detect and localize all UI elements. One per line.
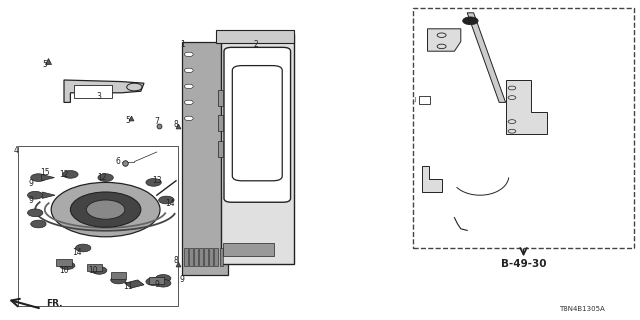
Circle shape	[70, 192, 141, 227]
Bar	[218, 141, 223, 157]
Circle shape	[28, 191, 43, 199]
Text: B-49-30: B-49-30	[500, 259, 547, 269]
Polygon shape	[419, 96, 430, 104]
Text: 14: 14	[164, 199, 175, 208]
Polygon shape	[216, 30, 294, 43]
Bar	[87, 264, 102, 271]
Bar	[18, 146, 178, 306]
Text: 6: 6	[116, 157, 121, 166]
Circle shape	[86, 200, 125, 219]
Bar	[209, 248, 213, 266]
Text: 14: 14	[72, 248, 82, 257]
Circle shape	[60, 262, 75, 269]
Bar	[413, 8, 634, 248]
Polygon shape	[422, 166, 442, 192]
Polygon shape	[64, 80, 144, 102]
FancyBboxPatch shape	[232, 66, 282, 181]
Bar	[204, 248, 208, 266]
Bar	[218, 115, 223, 131]
Circle shape	[51, 182, 160, 237]
Bar	[194, 248, 198, 266]
Polygon shape	[428, 29, 461, 51]
Text: 15: 15	[40, 168, 50, 177]
Circle shape	[146, 278, 161, 285]
FancyBboxPatch shape	[224, 47, 291, 202]
Circle shape	[156, 275, 171, 282]
Text: 9: 9	[180, 276, 185, 284]
Bar	[214, 248, 218, 266]
Bar	[184, 248, 188, 266]
Bar	[223, 243, 274, 256]
Text: 9: 9	[28, 196, 33, 204]
Circle shape	[184, 100, 193, 105]
Text: FR.: FR.	[46, 299, 63, 308]
Circle shape	[156, 279, 171, 287]
Circle shape	[146, 179, 161, 186]
Text: 5: 5	[125, 116, 131, 124]
Bar	[74, 85, 112, 98]
Text: 5: 5	[42, 60, 47, 68]
Text: 9: 9	[154, 280, 159, 289]
Circle shape	[63, 171, 78, 178]
Circle shape	[184, 116, 193, 121]
Circle shape	[31, 220, 46, 228]
Circle shape	[159, 196, 174, 204]
Circle shape	[111, 276, 126, 284]
Text: 7: 7	[154, 117, 159, 126]
Text: 8: 8	[173, 120, 179, 129]
Text: J: J	[415, 97, 417, 102]
Circle shape	[184, 68, 193, 73]
Circle shape	[184, 84, 193, 89]
Polygon shape	[506, 80, 547, 134]
Bar	[182, 42, 228, 275]
Text: 11: 11	[124, 282, 132, 291]
Text: 4: 4	[13, 146, 19, 155]
Text: 12: 12	[60, 170, 68, 179]
Text: 10: 10	[88, 266, 98, 275]
Text: 1: 1	[180, 40, 185, 49]
Polygon shape	[42, 174, 54, 181]
Bar	[56, 259, 72, 266]
Circle shape	[92, 267, 107, 274]
Polygon shape	[125, 280, 144, 288]
Text: 2: 2	[253, 40, 259, 49]
Bar	[111, 272, 126, 279]
Text: 13: 13	[152, 176, 162, 185]
Polygon shape	[42, 192, 55, 198]
Text: 3: 3	[97, 92, 102, 100]
Text: 12: 12	[98, 173, 107, 182]
Text: 8: 8	[173, 256, 179, 265]
Circle shape	[98, 174, 113, 181]
Circle shape	[28, 209, 43, 217]
Circle shape	[184, 52, 193, 57]
Bar	[220, 248, 223, 266]
Bar	[189, 248, 193, 266]
Text: 10: 10	[59, 266, 69, 275]
Text: 9: 9	[28, 180, 33, 188]
Bar	[149, 277, 164, 284]
Text: T8N4B1305A: T8N4B1305A	[559, 306, 605, 312]
Circle shape	[76, 244, 91, 252]
Circle shape	[463, 17, 478, 25]
Bar	[221, 34, 294, 264]
Bar	[199, 248, 203, 266]
Bar	[218, 90, 223, 106]
Circle shape	[31, 174, 46, 181]
Polygon shape	[467, 13, 506, 102]
